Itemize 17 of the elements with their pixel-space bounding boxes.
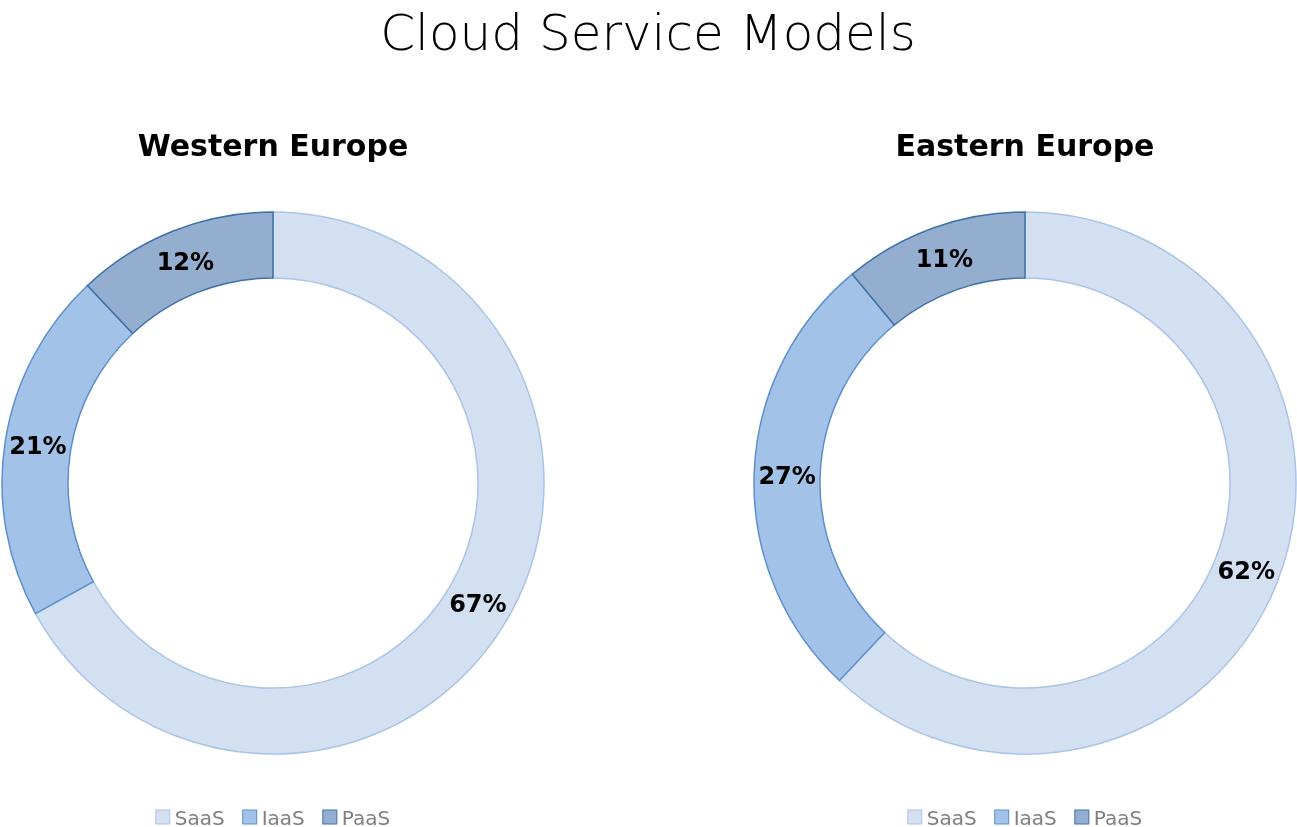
data-label: 67% [449,590,507,619]
donut-slice [86,211,274,335]
text: Cloud Service Models [380,4,916,62]
legend-label: IaaS [261,806,305,827]
data-label: 12% [156,247,215,276]
legend-label: PaaS [341,806,391,827]
legend-label: IaaS [1013,806,1057,827]
data-label: 27% [758,461,816,490]
data-label: 62% [1217,556,1276,585]
chart-subtitle: Eastern Europe [895,128,1155,163]
legend-label: SaaS [926,806,977,827]
legend-label: SaaS [174,806,225,827]
donut-slice [851,211,1026,326]
chart-subtitle: Western Europe [137,128,409,163]
data-label: 11% [915,245,974,274]
legend-label: PaaS [1093,806,1143,827]
data-label: 21% [9,431,67,460]
